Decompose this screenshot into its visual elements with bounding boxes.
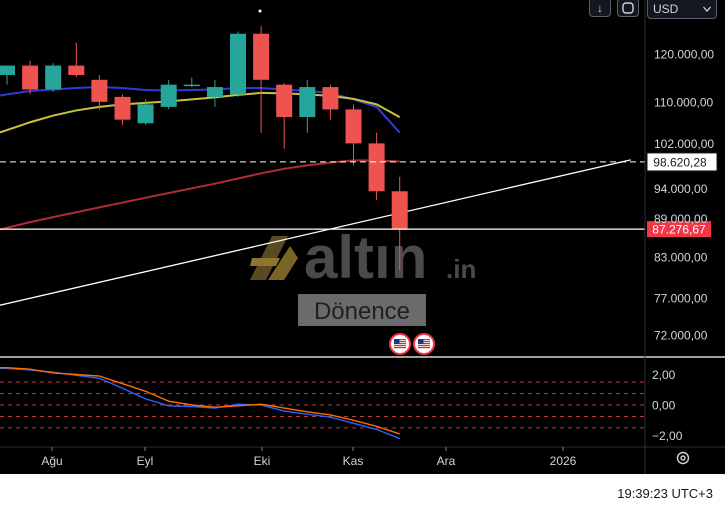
fullscreen-button[interactable] [617,0,639,17]
osc-line-1 [0,367,400,440]
flag-stripe [418,341,430,343]
candle-body [206,87,223,97]
candle-body [345,109,362,144]
candle-body [368,143,385,192]
price-lines: 98.620,28 87.276,67 [0,152,718,238]
time-tick-label: Ağu [41,454,62,468]
price-tick-label: 77.000,00 [654,292,708,306]
download-button[interactable]: ↓ [589,0,611,17]
candle-body [45,65,62,90]
candle-body [160,84,177,107]
chart-svg[interactable]: altın .in Dönence 98.620,28 87.276,67 120… [0,0,725,474]
chevron-down-icon [703,6,711,12]
chart-area[interactable]: altın .in Dönence 98.620,28 87.276,67 120… [0,0,725,474]
price-tag-label: 98.620,28 [653,155,707,169]
ma-line-3 [0,159,400,231]
flag-stripe [418,343,430,345]
candle-body [230,33,246,95]
price-tick-label: 72.000,00 [654,329,708,343]
osc-tick-label: −2,00 [652,429,683,443]
data-dot [258,9,262,13]
candle-body [91,79,108,102]
flag-stripe [418,347,430,349]
us-flag-icon [413,333,435,355]
time-tick-label: Ara [437,454,456,468]
candle-body [299,87,316,118]
candle-body [137,104,154,124]
watermark-brand: altın [304,224,427,291]
currency-select[interactable]: USD [647,0,717,19]
candle-body [183,84,200,87]
watermark-label: Dönence [314,298,410,325]
price-tick-label: 83.000,00 [654,250,708,264]
arrow-down-icon: ↓ [597,1,603,15]
watermark: altın .in Dönence [250,224,476,326]
axes: 120.000,00 110.000,00 102.000,00 94.000,00 8… [0,0,725,474]
watermark-logo [250,236,298,280]
price-tick-label: 120.000,00 [654,48,714,62]
grid-layer [0,381,645,429]
time-tick-label: Eyl [137,454,154,468]
candle-body [22,65,39,90]
price-tick-label: 102.000,00 [654,137,714,151]
trend-line [0,159,631,306]
osc-tick-label: 2,00 [652,368,676,382]
price-tag-label: 87.276,67 [652,223,706,237]
watermark-brand-suffix: .in [446,254,476,284]
us-flag-icon [389,333,411,355]
candles [0,26,408,271]
flag-canton [418,339,424,344]
oscillator-pane [0,366,400,440]
candle-body [391,191,408,230]
trendline [0,159,631,306]
time-tick-label: 2026 [550,454,577,468]
candle-body [114,96,131,120]
flag-stripe [394,339,406,341]
flag-canton [394,339,400,344]
candle-body [0,65,15,76]
event-markers [389,333,435,355]
price-tick-label: 110.000,00 [654,95,713,109]
flag-stripe [394,343,406,345]
flag-stripe [394,341,406,343]
clock: 19:39:23 UTC+3 [617,486,713,501]
osc-tick-label: 0,00 [652,399,676,413]
flag-stripe [418,339,430,341]
flag-stripe [394,347,406,349]
settings-gear-icon[interactable] [675,450,691,466]
price-tag-bg [647,221,711,238]
candle-body [322,87,339,110]
osc-line-2 [0,366,400,435]
price-tick-label: 89.000,00 [654,212,708,226]
time-tick-label: Kas [343,454,364,468]
moving-averages [0,86,401,231]
price-tag-bg [646,152,718,172]
flag-stripe [394,345,406,347]
flag-stripe [418,345,430,347]
ma-line-2 [0,91,401,134]
candle-body [276,84,293,118]
candle-body [253,33,270,80]
ma-line-1 [0,86,401,134]
watermark-label-bg [298,294,426,326]
currency-label: USD [653,2,679,16]
fullscreen-icon [622,2,634,14]
price-tick-label: 94.000,00 [654,182,708,196]
time-tick-label: Eki [254,454,271,468]
status-bar: 19:39:23 UTC+3 [0,474,725,513]
candle-body [68,65,85,76]
